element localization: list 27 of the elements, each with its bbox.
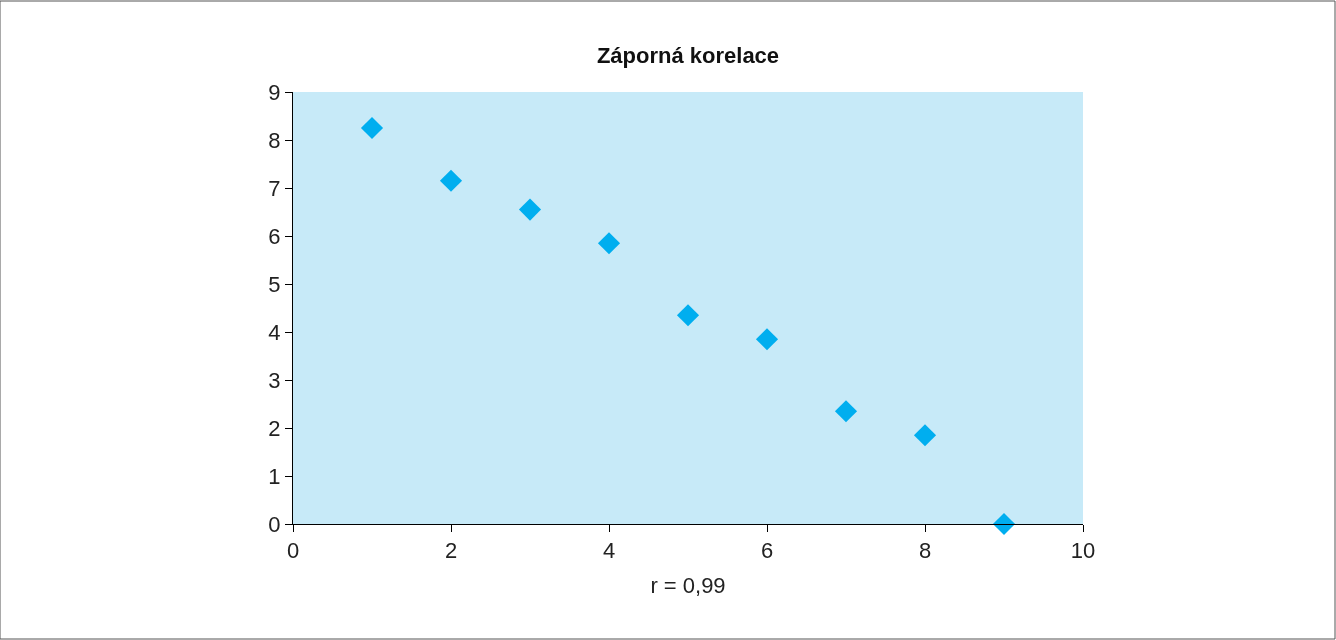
y-tick-label: 3	[268, 367, 281, 393]
point	[992, 512, 1016, 536]
point	[439, 169, 463, 192]
y-tick-label: 1	[268, 463, 281, 489]
x-tick-label: 4	[602, 538, 616, 564]
x-tick-label: 10	[1070, 538, 1096, 564]
y-tick-label: 8	[268, 127, 281, 153]
point	[913, 424, 937, 447]
point	[676, 304, 700, 327]
y-tick-label: 9	[268, 79, 281, 105]
chart-title: Záporná korelace	[596, 42, 780, 68]
y-tick-label: 0	[268, 511, 281, 537]
y-tick-label: 5	[268, 271, 281, 297]
point	[518, 198, 542, 221]
point	[755, 328, 779, 351]
x-tick-label: 6	[760, 538, 774, 564]
point	[597, 232, 621, 255]
y-tick-label: 2	[268, 415, 281, 441]
y-tick-label: 4	[268, 319, 281, 345]
y-tick-label: 7	[268, 175, 281, 201]
x-tick-label: 0	[286, 538, 300, 564]
point	[360, 116, 384, 140]
x-tick-label: 2	[444, 538, 458, 564]
point	[834, 400, 858, 423]
x-axis-title: r = 0,99	[650, 573, 726, 599]
y-tick-label: 6	[268, 223, 281, 249]
x-tick-label: 8	[918, 538, 932, 564]
